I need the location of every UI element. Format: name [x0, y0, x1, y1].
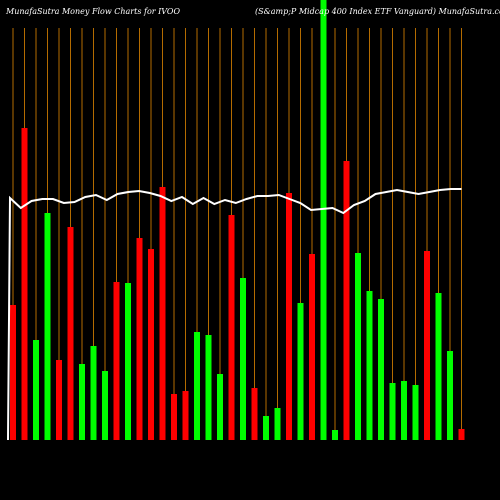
- bar: [67, 227, 74, 440]
- bar: [56, 360, 62, 440]
- bar: [182, 391, 189, 440]
- bar: [217, 374, 223, 440]
- bar: [458, 429, 465, 440]
- bar: [240, 278, 246, 440]
- bar: [194, 332, 200, 440]
- chart-subtitle: (S&amp;P Midcap 400 Index ETF Vanguard) …: [255, 7, 500, 16]
- bar: [297, 303, 304, 440]
- bar: [205, 335, 212, 440]
- bar: [44, 213, 51, 440]
- bar: [332, 430, 338, 440]
- bar: [286, 193, 292, 440]
- bar: [148, 249, 154, 440]
- bar: [447, 351, 453, 440]
- bar: [125, 283, 131, 440]
- bar: [228, 215, 235, 440]
- bar: [401, 381, 407, 440]
- plot: [7, 0, 465, 441]
- bar: [251, 388, 258, 440]
- bar: [159, 187, 166, 440]
- bar: [366, 291, 373, 440]
- bar: [378, 299, 384, 440]
- bar: [33, 340, 39, 440]
- bar: [424, 251, 430, 440]
- flow-line: [7, 188, 462, 441]
- bar: [113, 282, 120, 440]
- bar: [320, 0, 327, 440]
- bar: [412, 385, 419, 440]
- bar: [263, 416, 269, 440]
- bar: [79, 364, 85, 440]
- bar: [435, 293, 442, 440]
- bar: [274, 408, 281, 440]
- bar: [171, 394, 177, 440]
- bar: [309, 254, 315, 440]
- bar: [355, 253, 361, 440]
- bar: [21, 128, 28, 440]
- bar: [102, 371, 108, 440]
- bar: [90, 346, 97, 440]
- bar: [343, 161, 350, 440]
- chart-title: MunafaSutra Money Flow Charts for IVOO: [5, 7, 180, 16]
- bar: [389, 383, 396, 440]
- bar: [10, 305, 16, 440]
- bar: [136, 238, 143, 440]
